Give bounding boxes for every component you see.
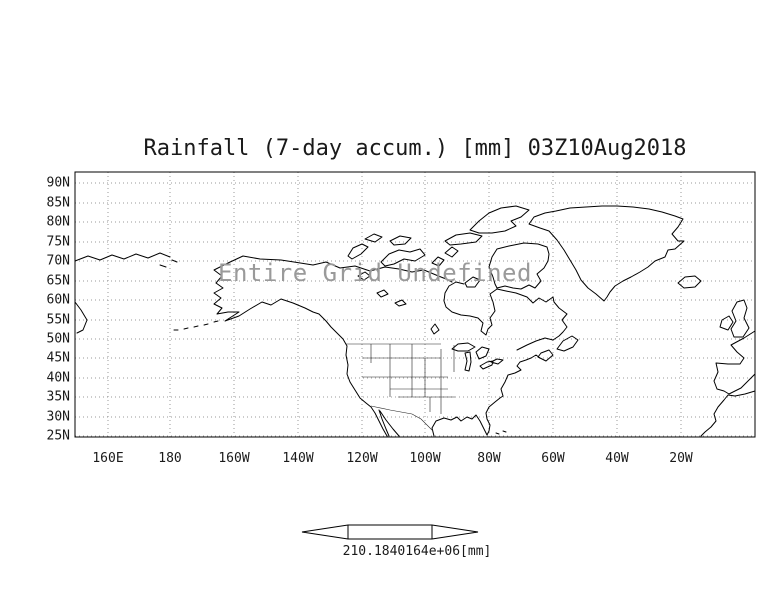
great-britain bbox=[730, 299, 750, 338]
nova-scotia bbox=[537, 349, 554, 362]
lon-label: 160W bbox=[218, 451, 250, 466]
newfoundland bbox=[556, 335, 579, 352]
lon-label: 160E bbox=[92, 451, 124, 466]
victoria-island bbox=[380, 248, 426, 267]
map-frame bbox=[74, 171, 756, 438]
lon-label: 140W bbox=[282, 451, 314, 466]
lat-label: 40N bbox=[46, 370, 70, 386]
gulf-of-california bbox=[378, 409, 400, 437]
colorbar-label: 210.1840164e+06[mm] bbox=[342, 544, 492, 559]
bahamas-dots bbox=[495, 430, 507, 435]
lon-label: 80W bbox=[477, 451, 501, 466]
coastlines bbox=[74, 205, 756, 437]
lat-label: 70N bbox=[46, 253, 70, 269]
canadian-lakes bbox=[357, 271, 440, 335]
coast-alaska-westcoast-baja bbox=[213, 282, 388, 437]
greenland bbox=[528, 205, 685, 302]
small-arctic-islands bbox=[364, 233, 459, 267]
coast-western-europe bbox=[713, 330, 756, 395]
lon-label: 40W bbox=[605, 451, 629, 466]
lat-label: 25N bbox=[46, 428, 70, 444]
lon-label: 20W bbox=[669, 451, 693, 466]
baffin-island bbox=[488, 242, 550, 290]
lon-label: 120W bbox=[346, 451, 378, 466]
lat-label: 55N bbox=[46, 312, 70, 328]
lon-label: 180 bbox=[158, 451, 182, 466]
lat-label: 65N bbox=[46, 273, 70, 289]
grid-undefined-overlay: Entire Grid Undefined bbox=[218, 259, 532, 287]
lat-label: 50N bbox=[46, 331, 70, 347]
ireland bbox=[719, 315, 734, 331]
coast-chukotka bbox=[74, 252, 178, 268]
banks-island bbox=[347, 243, 369, 260]
colorbar-arrow bbox=[301, 524, 479, 540]
lat-label: 30N bbox=[46, 409, 70, 425]
ellesmere-island bbox=[469, 205, 530, 234]
plot-title: Rainfall (7-day accum.) [mm] 03Z10Aug201… bbox=[143, 136, 687, 161]
great-lakes bbox=[451, 342, 504, 372]
lat-label: 75N bbox=[46, 234, 70, 250]
coast-northwest-africa bbox=[700, 390, 756, 437]
lon-label: 100W bbox=[409, 451, 441, 466]
coast-gulf-eastcoast bbox=[431, 354, 541, 437]
lat-label: 35N bbox=[46, 389, 70, 405]
coast-kamchatka bbox=[74, 301, 88, 334]
stlawrence-labrador bbox=[496, 288, 568, 351]
lon-label: 60W bbox=[541, 451, 565, 466]
coast-arctic-north bbox=[213, 255, 453, 284]
lat-label: 80N bbox=[46, 214, 70, 230]
aleutian-islands bbox=[173, 320, 219, 331]
state-borders bbox=[346, 343, 455, 432]
iceland bbox=[677, 275, 702, 289]
southampton-island bbox=[464, 276, 481, 288]
lat-label: 45N bbox=[46, 350, 70, 366]
lat-label: 60N bbox=[46, 292, 70, 308]
hudson-bay bbox=[443, 281, 498, 336]
devon-island bbox=[444, 232, 483, 246]
lat-label: 90N bbox=[46, 175, 70, 191]
lat-label: 85N bbox=[46, 195, 70, 211]
